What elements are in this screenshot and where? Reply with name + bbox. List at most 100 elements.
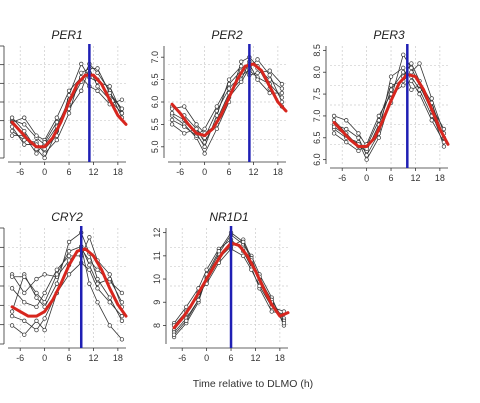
data-point-cry2 <box>42 316 47 321</box>
x-tick-label-per1: 0 <box>42 167 47 177</box>
data-point-per1 <box>54 115 59 120</box>
data-point-per2 <box>255 77 260 82</box>
data-point-per2 <box>279 99 285 105</box>
data-point-per1 <box>34 133 39 138</box>
data-point-per2 <box>255 57 260 62</box>
data-point-per2 <box>226 86 232 91</box>
data-point-cry2 <box>119 290 125 296</box>
data-point-per3 <box>441 126 447 132</box>
data-point-cry2 <box>9 323 15 328</box>
data-point-per1 <box>22 115 27 120</box>
data-point-per1 <box>9 124 15 129</box>
fit-curve-per1 <box>10 73 128 149</box>
data-point-cry2 <box>22 332 27 337</box>
data-point-cry2 <box>34 327 39 333</box>
data-point-per1 <box>22 122 27 127</box>
data-point-per3 <box>331 124 337 130</box>
panel-title-per3: PER3 <box>373 28 405 42</box>
data-point-per2 <box>194 122 199 127</box>
data-point-per3 <box>409 70 414 75</box>
data-point-per2 <box>226 77 232 82</box>
data-point-cry2 <box>87 235 92 240</box>
x-tick-label-per1: 12 <box>88 167 98 177</box>
data-point-per2 <box>239 79 244 84</box>
data-point-nr1d1 <box>171 332 177 337</box>
data-point-cry2 <box>95 267 100 272</box>
data-point-per2 <box>255 70 260 76</box>
data-point-per3 <box>401 65 406 71</box>
data-point-per3 <box>417 91 422 97</box>
data-point-per1 <box>79 70 84 76</box>
data-point-per2 <box>214 126 219 132</box>
data-point-per2 <box>169 111 175 116</box>
y-tick-label-nr1d1: 8 <box>152 323 162 328</box>
data-point-cry2 <box>54 267 59 272</box>
x-tick-label-per3: 12 <box>410 173 420 183</box>
y-tick-label-per2: 5.0 <box>150 141 160 154</box>
data-point-per1 <box>34 151 39 156</box>
data-point-cry2 <box>107 272 112 277</box>
data-point-per2 <box>182 104 187 109</box>
panel-title-nr1d1: NR1D1 <box>209 210 248 224</box>
data-point-per2 <box>214 104 219 109</box>
data-point-cry2 <box>95 281 100 286</box>
y-tick-label-per3: 6.0 <box>312 153 322 166</box>
x-tick-label-cry2: 18 <box>113 353 123 363</box>
data-point-cry2 <box>66 253 72 258</box>
data-point-per1 <box>119 97 125 102</box>
data-point-cry2 <box>22 290 27 296</box>
data-point-nr1d1 <box>269 309 274 314</box>
data-point-per1 <box>9 133 15 138</box>
data-point-per2 <box>182 131 187 136</box>
data-point-cry2 <box>22 274 27 279</box>
data-point-cry2 <box>9 309 15 314</box>
data-point-per3 <box>356 131 361 136</box>
x-tick-label-per3: -6 <box>338 173 346 183</box>
panel-per1: PER1 -6 0 6 12 18 <box>0 28 128 177</box>
data-point-cry2 <box>34 304 39 310</box>
data-point-per2 <box>279 86 285 91</box>
y-tick-label-per3: 8.5 <box>312 44 322 57</box>
data-point-cry2 <box>119 318 125 323</box>
data-point-cry2 <box>34 290 39 296</box>
data-point-per1 <box>119 106 125 111</box>
panel-nr1d1: NR1D1 -6 0 6 12 18 8 9 10 11 12 <box>152 210 290 363</box>
data-point-cry2 <box>66 249 72 254</box>
data-point-per1 <box>9 128 15 134</box>
data-point-nr1d1 <box>184 318 189 323</box>
data-point-per2 <box>182 124 187 129</box>
fit-curve-per2 <box>170 62 288 138</box>
data-point-nr1d1 <box>281 320 287 326</box>
data-point-per3 <box>331 113 337 119</box>
data-point-per1 <box>95 88 100 93</box>
data-point-per2 <box>169 117 175 123</box>
data-point-cry2 <box>34 318 39 323</box>
data-point-cry2 <box>54 272 59 277</box>
panel-cry2: CRY2 -6 0 6 12 18 <box>0 210 128 363</box>
data-point-cry2 <box>119 314 125 319</box>
data-point-per2 <box>239 59 244 64</box>
data-point-cry2 <box>9 274 15 279</box>
x-tick-label-per2: 6 <box>227 167 232 177</box>
data-point-nr1d1 <box>241 239 246 245</box>
data-point-per3 <box>409 78 414 84</box>
panel-title-cry2: CRY2 <box>51 210 83 224</box>
data-point-per3 <box>364 153 369 158</box>
fit-curve-cry2 <box>10 247 128 318</box>
x-tick-label-per1: 18 <box>113 167 123 177</box>
data-point-per1 <box>42 151 47 156</box>
data-point-per3 <box>401 52 406 57</box>
data-point-cry2 <box>107 295 112 300</box>
data-point-per3 <box>429 96 434 101</box>
x-tick-label-nr1d1: 12 <box>250 353 260 363</box>
data-point-per1 <box>66 111 72 116</box>
data-point-per2 <box>169 122 175 127</box>
x-tick-label-nr1d1: 18 <box>275 353 285 363</box>
x-tick-label-per3: 0 <box>364 173 369 183</box>
y-tick-label-nr1d1: 11 <box>152 251 162 260</box>
y-tick-label-per3: 8.0 <box>312 66 322 79</box>
y-tick-label-per2: 6.0 <box>150 96 160 109</box>
data-point-cry2 <box>42 290 47 296</box>
data-point-nr1d1 <box>196 297 201 303</box>
data-point-per1 <box>42 155 47 161</box>
